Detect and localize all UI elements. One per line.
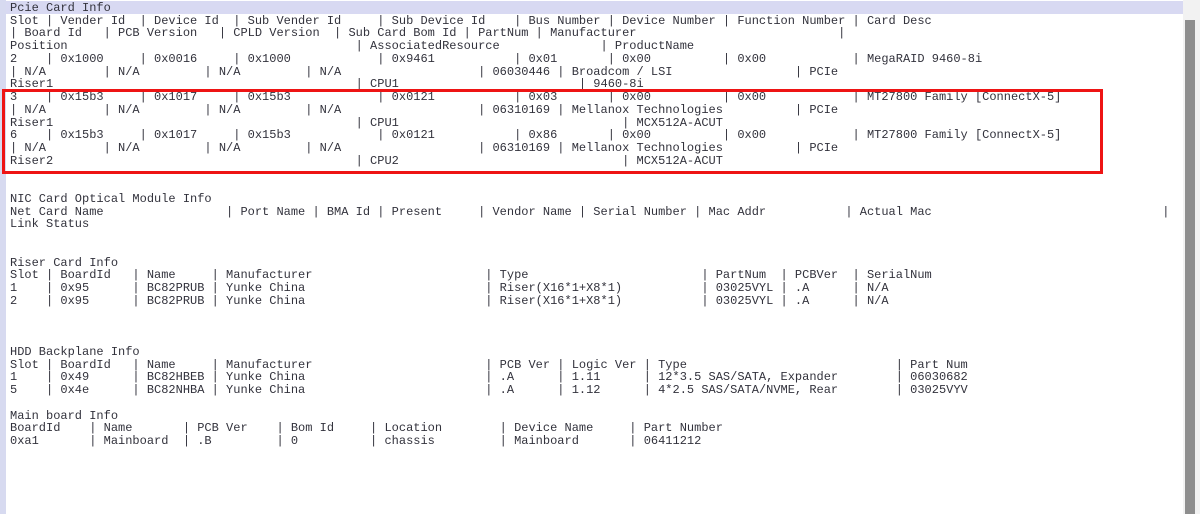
- vertical-scrollbar[interactable]: [1183, 0, 1200, 514]
- annotation-red-box: [2, 89, 1103, 174]
- scrollbar-thumb[interactable]: [1185, 20, 1195, 514]
- left-margin-strip: [0, 0, 6, 514]
- console-text: Pcie Card Info Slot | Vender Id | Device…: [10, 1, 1170, 448]
- selected-line-highlight: [0, 1, 1183, 14]
